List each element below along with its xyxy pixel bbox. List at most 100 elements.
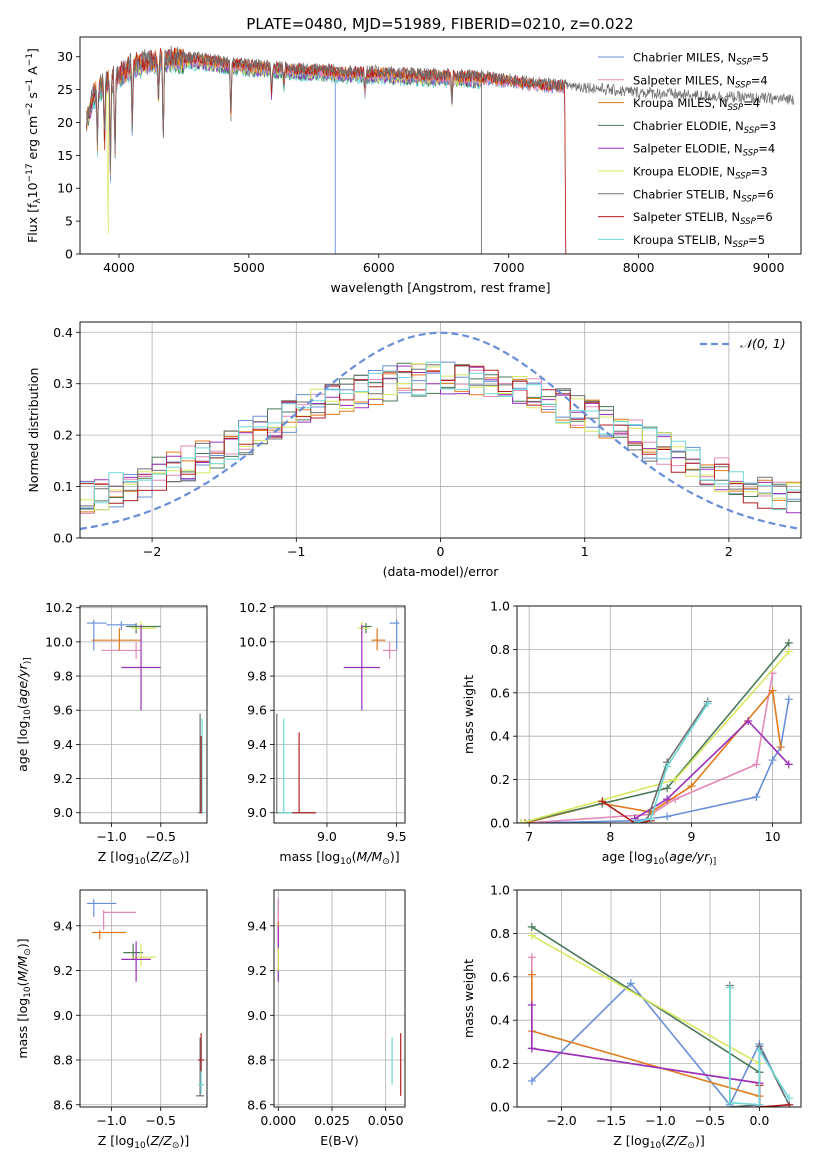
x-tick-label: 9000 bbox=[753, 260, 785, 275]
series-marker bbox=[527, 970, 536, 979]
y-tick-label: 0.2 bbox=[53, 428, 73, 443]
series-marker bbox=[784, 760, 793, 769]
x-tick-label: −0.5 bbox=[695, 1113, 725, 1128]
axes-frame bbox=[273, 889, 406, 1108]
plot-area bbox=[277, 898, 402, 1096]
y-tick-label: 0.0 bbox=[53, 531, 73, 546]
residuals-histogram: −2 −1 0 1 2 0.0 0.1 0.2 0.3 0.4 (data-model)/error… bbox=[26, 321, 802, 579]
y-tick-label: 0.8 bbox=[490, 642, 510, 657]
x-axis-label: wavelength [Angstrom, rest frame] bbox=[330, 280, 550, 295]
x-tick-label: 2 bbox=[725, 544, 733, 559]
grid bbox=[274, 890, 405, 1107]
y-tick-label: 9.8 bbox=[53, 669, 73, 684]
x-tick-label: 9.5 bbox=[387, 829, 407, 844]
y-tick-label: 9.8 bbox=[247, 669, 267, 684]
x-tick-label: 1 bbox=[581, 544, 589, 559]
y-axis-label: mass [log10(M/M⊙)] bbox=[15, 938, 33, 1058]
x-tick-label: 8 bbox=[606, 829, 614, 844]
series-marker bbox=[646, 814, 655, 823]
spectrum-chart: 4000 5000 6000 7000 8000 9000 0 5 10 15 20 25 30 wave… bbox=[25, 36, 802, 295]
massweight-vs-metallicity-chart: −2.0 −1.5 −1.0 −0.5 0.0 0.0 0.2 0.4 0.6 0.8 1.0 Z [… bbox=[461, 883, 802, 1151]
series-marker bbox=[725, 1098, 734, 1107]
massweight-vs-age-chart: 7 8 9 10 0.0 0.2 0.4 0.6 0.8 1.0 age [log10(age/yr… bbox=[461, 599, 802, 867]
y-tick-label: 8.6 bbox=[53, 1097, 73, 1112]
y-tick-label: 8.6 bbox=[247, 1097, 267, 1112]
x-tick-label: 0 bbox=[437, 544, 445, 559]
plot-area bbox=[86, 619, 205, 814]
series-marker bbox=[768, 756, 777, 765]
spectrum-line bbox=[86, 45, 795, 172]
y-tick-label: 0.0 bbox=[490, 816, 510, 831]
normal-curve bbox=[80, 331, 799, 531]
axes-frame bbox=[516, 889, 802, 1108]
spectrum-line bbox=[86, 47, 567, 254]
y-tick-label: 10.2 bbox=[239, 600, 267, 615]
y-tick-label: 9.6 bbox=[247, 703, 267, 718]
series-marker bbox=[527, 1044, 536, 1053]
x-tick-label: 9 bbox=[687, 829, 695, 844]
series-marker bbox=[517, 819, 526, 823]
series-marker bbox=[527, 1076, 536, 1085]
series-marker bbox=[755, 1046, 764, 1055]
series-marker bbox=[527, 1001, 536, 1010]
y-axis-label: Flux [fλ10−17 erg cm−2 s−1 A−1] bbox=[25, 48, 43, 243]
y-tick-label: 0.8 bbox=[490, 926, 510, 941]
x-tick-label: 0.0 bbox=[749, 1113, 769, 1128]
legend-label: Salpeter STELIB, NSSP=6 bbox=[633, 210, 773, 227]
series-marker bbox=[671, 775, 680, 784]
x-axis-label: Z [log10(Z/Z⊙)] bbox=[613, 1133, 704, 1151]
series-marker bbox=[626, 979, 635, 988]
legend-label: Kroupa STELIB, NSSP=5 bbox=[633, 233, 765, 250]
series-line bbox=[520, 642, 790, 823]
y-tick-label: 10.0 bbox=[45, 634, 73, 649]
y-tick-label: 20 bbox=[57, 115, 73, 130]
series-marker bbox=[785, 1094, 794, 1103]
age-vs-metallicity-chart: −1.0 −0.5 9.0 9.2 9.4 9.6 9.8 10.0 10.2 Z [log10(… bbox=[15, 600, 208, 867]
y-tick-label: 0.6 bbox=[490, 685, 510, 700]
histogram-step bbox=[80, 361, 801, 511]
x-tick-label: 0.000 bbox=[260, 1113, 296, 1128]
grid bbox=[274, 606, 405, 823]
series-marker bbox=[663, 762, 672, 771]
grid bbox=[517, 889, 801, 1108]
series-marker bbox=[784, 647, 793, 656]
y-tick-label: 0.4 bbox=[490, 729, 510, 744]
series-marker bbox=[703, 699, 712, 708]
y-tick-label: 9.6 bbox=[53, 703, 73, 718]
y-tick-label: 1.0 bbox=[490, 599, 510, 614]
series-marker bbox=[663, 812, 672, 821]
series-line bbox=[525, 673, 774, 823]
legend-label: Kroupa ELODIE, NSSP=3 bbox=[633, 165, 768, 182]
x-axis-label: Z [log10(Z/Z⊙)] bbox=[98, 849, 189, 867]
y-tick-label: 9.4 bbox=[247, 918, 267, 933]
y-tick-label: 10.2 bbox=[45, 600, 73, 615]
y-tick-label: 0.1 bbox=[53, 479, 73, 494]
series-line bbox=[531, 974, 761, 1107]
age-vs-mass-chart: 9.0 9.5 9.0 9.2 9.4 9.6 9.8 10.0 10.2 mass [log10… bbox=[239, 600, 406, 867]
legend-label: Salpeter ELODIE, NSSP=4 bbox=[633, 142, 775, 159]
y-tick-label: 9.0 bbox=[53, 805, 73, 820]
plot-area bbox=[517, 638, 793, 823]
x-tick-label: −0.5 bbox=[146, 829, 176, 844]
y-tick-label: 1.0 bbox=[490, 883, 510, 898]
x-tick-label: −2 bbox=[143, 544, 161, 559]
y-tick-label: 30 bbox=[57, 49, 73, 64]
x-tick-label: 9.0 bbox=[317, 829, 337, 844]
legend-label: Chabrier ELODIE, NSSP=3 bbox=[633, 119, 776, 136]
series-line bbox=[634, 703, 709, 823]
y-axis-label: mass weight bbox=[461, 959, 476, 1038]
series-marker bbox=[527, 922, 536, 931]
grid bbox=[80, 606, 207, 823]
y-tick-label: 0.3 bbox=[53, 376, 73, 391]
x-tick-label: 7000 bbox=[493, 260, 525, 275]
x-tick-label: 8000 bbox=[623, 260, 655, 275]
series-marker bbox=[521, 819, 530, 823]
x-tick-label: 5000 bbox=[233, 260, 265, 275]
y-tick-label: 9.2 bbox=[247, 771, 267, 786]
series-marker bbox=[630, 819, 639, 823]
x-tick-label: −1.0 bbox=[645, 1113, 675, 1128]
plot-area bbox=[80, 331, 801, 531]
y-tick-label: 5 bbox=[65, 214, 73, 229]
x-tick-label: 10 bbox=[765, 829, 781, 844]
